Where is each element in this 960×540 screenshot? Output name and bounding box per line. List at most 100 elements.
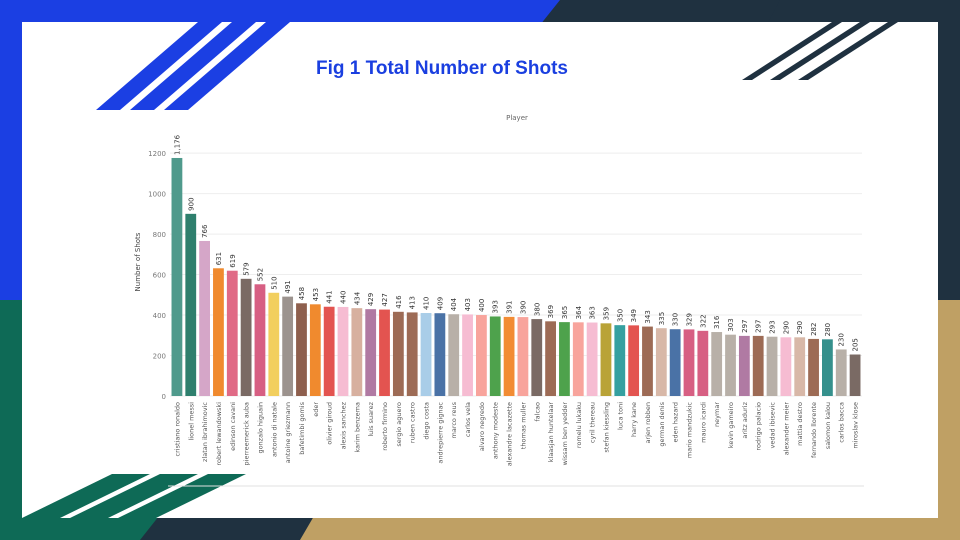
bar — [351, 308, 363, 396]
x-tick-label: sergio aguero — [395, 402, 403, 447]
bar — [434, 313, 446, 396]
bar — [254, 284, 266, 396]
x-tick-label: cristiano ronaldo — [173, 402, 181, 456]
value-label: 335 — [658, 312, 666, 325]
value-label: 297 — [755, 320, 763, 333]
bar — [766, 336, 778, 396]
bar — [296, 303, 307, 396]
y-tick-label: 400 — [153, 312, 166, 320]
bar — [697, 330, 709, 396]
x-tick-label: thomas muller — [519, 402, 527, 449]
value-label: 303 — [727, 318, 735, 331]
value-label: 440 — [340, 291, 348, 304]
stripes-bottom-right — [684, 518, 850, 540]
bar — [503, 316, 515, 396]
bar — [462, 314, 473, 396]
bar — [282, 296, 294, 396]
bar — [309, 304, 321, 396]
x-tick-label: karim benzema — [353, 402, 361, 452]
bar — [559, 322, 570, 396]
bar — [628, 325, 640, 396]
value-label: 619 — [229, 254, 237, 267]
bar — [725, 334, 736, 396]
value-label: 491 — [284, 280, 292, 293]
stripes-top-right — [742, 22, 898, 80]
bar — [448, 314, 460, 396]
x-tick-label: alvaro negredo — [478, 402, 486, 451]
x-tick-label: falcao — [533, 402, 541, 422]
value-label: 409 — [436, 297, 444, 310]
x-tick-label: zlatan ibrahimovic — [201, 402, 209, 462]
bar — [268, 292, 280, 396]
value-label: 369 — [547, 305, 555, 318]
bar — [586, 322, 598, 396]
x-tick-label: rodrigo palacio — [755, 402, 763, 451]
bar — [365, 309, 377, 396]
x-tick-label: mauro icardi — [699, 402, 707, 443]
value-label: 393 — [492, 300, 500, 313]
bar — [808, 338, 819, 396]
value-label: 403 — [464, 298, 472, 311]
bar — [752, 335, 764, 396]
bar — [185, 213, 197, 396]
stripes-top-left — [96, 22, 290, 110]
x-tick-label: harry kane — [630, 402, 638, 437]
value-label: 282 — [810, 323, 818, 336]
bar — [835, 349, 847, 396]
value-label: 429 — [367, 293, 375, 306]
value-label: 316 — [713, 315, 721, 329]
stripes-bottom-left — [22, 474, 246, 518]
x-tick-label: robert lewandowski — [215, 402, 223, 466]
x-tick-label: alexandre lacazette — [506, 402, 514, 466]
x-tick-label: alexis sanchez — [340, 401, 348, 449]
bar — [794, 337, 806, 396]
x-tick-label: romelu lukaku — [575, 402, 583, 448]
value-label: 766 — [201, 224, 209, 238]
value-label: 631 — [215, 252, 223, 265]
bar — [476, 315, 487, 396]
value-label: 343 — [644, 310, 652, 323]
bar — [572, 322, 584, 396]
x-tick-label: gonzalo higuain — [256, 402, 264, 454]
value-label: 322 — [699, 314, 707, 327]
bar — [614, 325, 626, 396]
x-tick-label: fernando llorente — [810, 402, 818, 458]
x-tick-label: vedad ibisevic — [769, 402, 777, 449]
bar — [240, 278, 252, 396]
bar — [711, 332, 723, 396]
bar — [655, 328, 667, 396]
value-label: 330 — [672, 313, 680, 326]
value-label: 364 — [575, 305, 583, 319]
y-axis-label: Number of Shots — [134, 232, 142, 291]
x-tick-label: pierreemerick auba — [243, 402, 251, 465]
x-tick-label: eden hazard — [672, 402, 680, 443]
x-tick-label: german denis — [658, 401, 666, 446]
y-tick-label: 800 — [153, 231, 166, 239]
value-labels: 1,176 900 766 631 619 579 552 510 491 458 453 441 44… — [173, 134, 859, 351]
y-tick-label: 600 — [153, 272, 166, 280]
x-tick-label: kevin gameiro — [727, 402, 735, 448]
x-tick-label: carlos bacca — [838, 402, 846, 443]
value-label: 579 — [243, 262, 251, 275]
value-label: 391 — [506, 300, 514, 313]
bar — [489, 316, 501, 396]
x-tick-label: eder — [312, 402, 320, 417]
value-label: 416 — [395, 295, 403, 309]
bar — [822, 339, 833, 396]
bar — [406, 312, 418, 396]
value-label: 552 — [256, 268, 264, 281]
value-label: 390 — [519, 301, 527, 314]
x-tick-label: anthony modeste — [492, 402, 500, 459]
x-tick-label: ruben castro — [409, 402, 417, 443]
x-tick-label: mattia destro — [796, 402, 804, 446]
bar — [669, 329, 681, 396]
value-label: 365 — [561, 306, 569, 319]
x-tick-label: antoine griezmann — [284, 402, 292, 463]
bar — [379, 309, 390, 396]
bar — [199, 240, 210, 396]
bars — [171, 157, 861, 396]
value-label: 1,176 — [173, 134, 181, 155]
bar — [392, 311, 404, 396]
y-tick-label: 1200 — [148, 150, 166, 158]
